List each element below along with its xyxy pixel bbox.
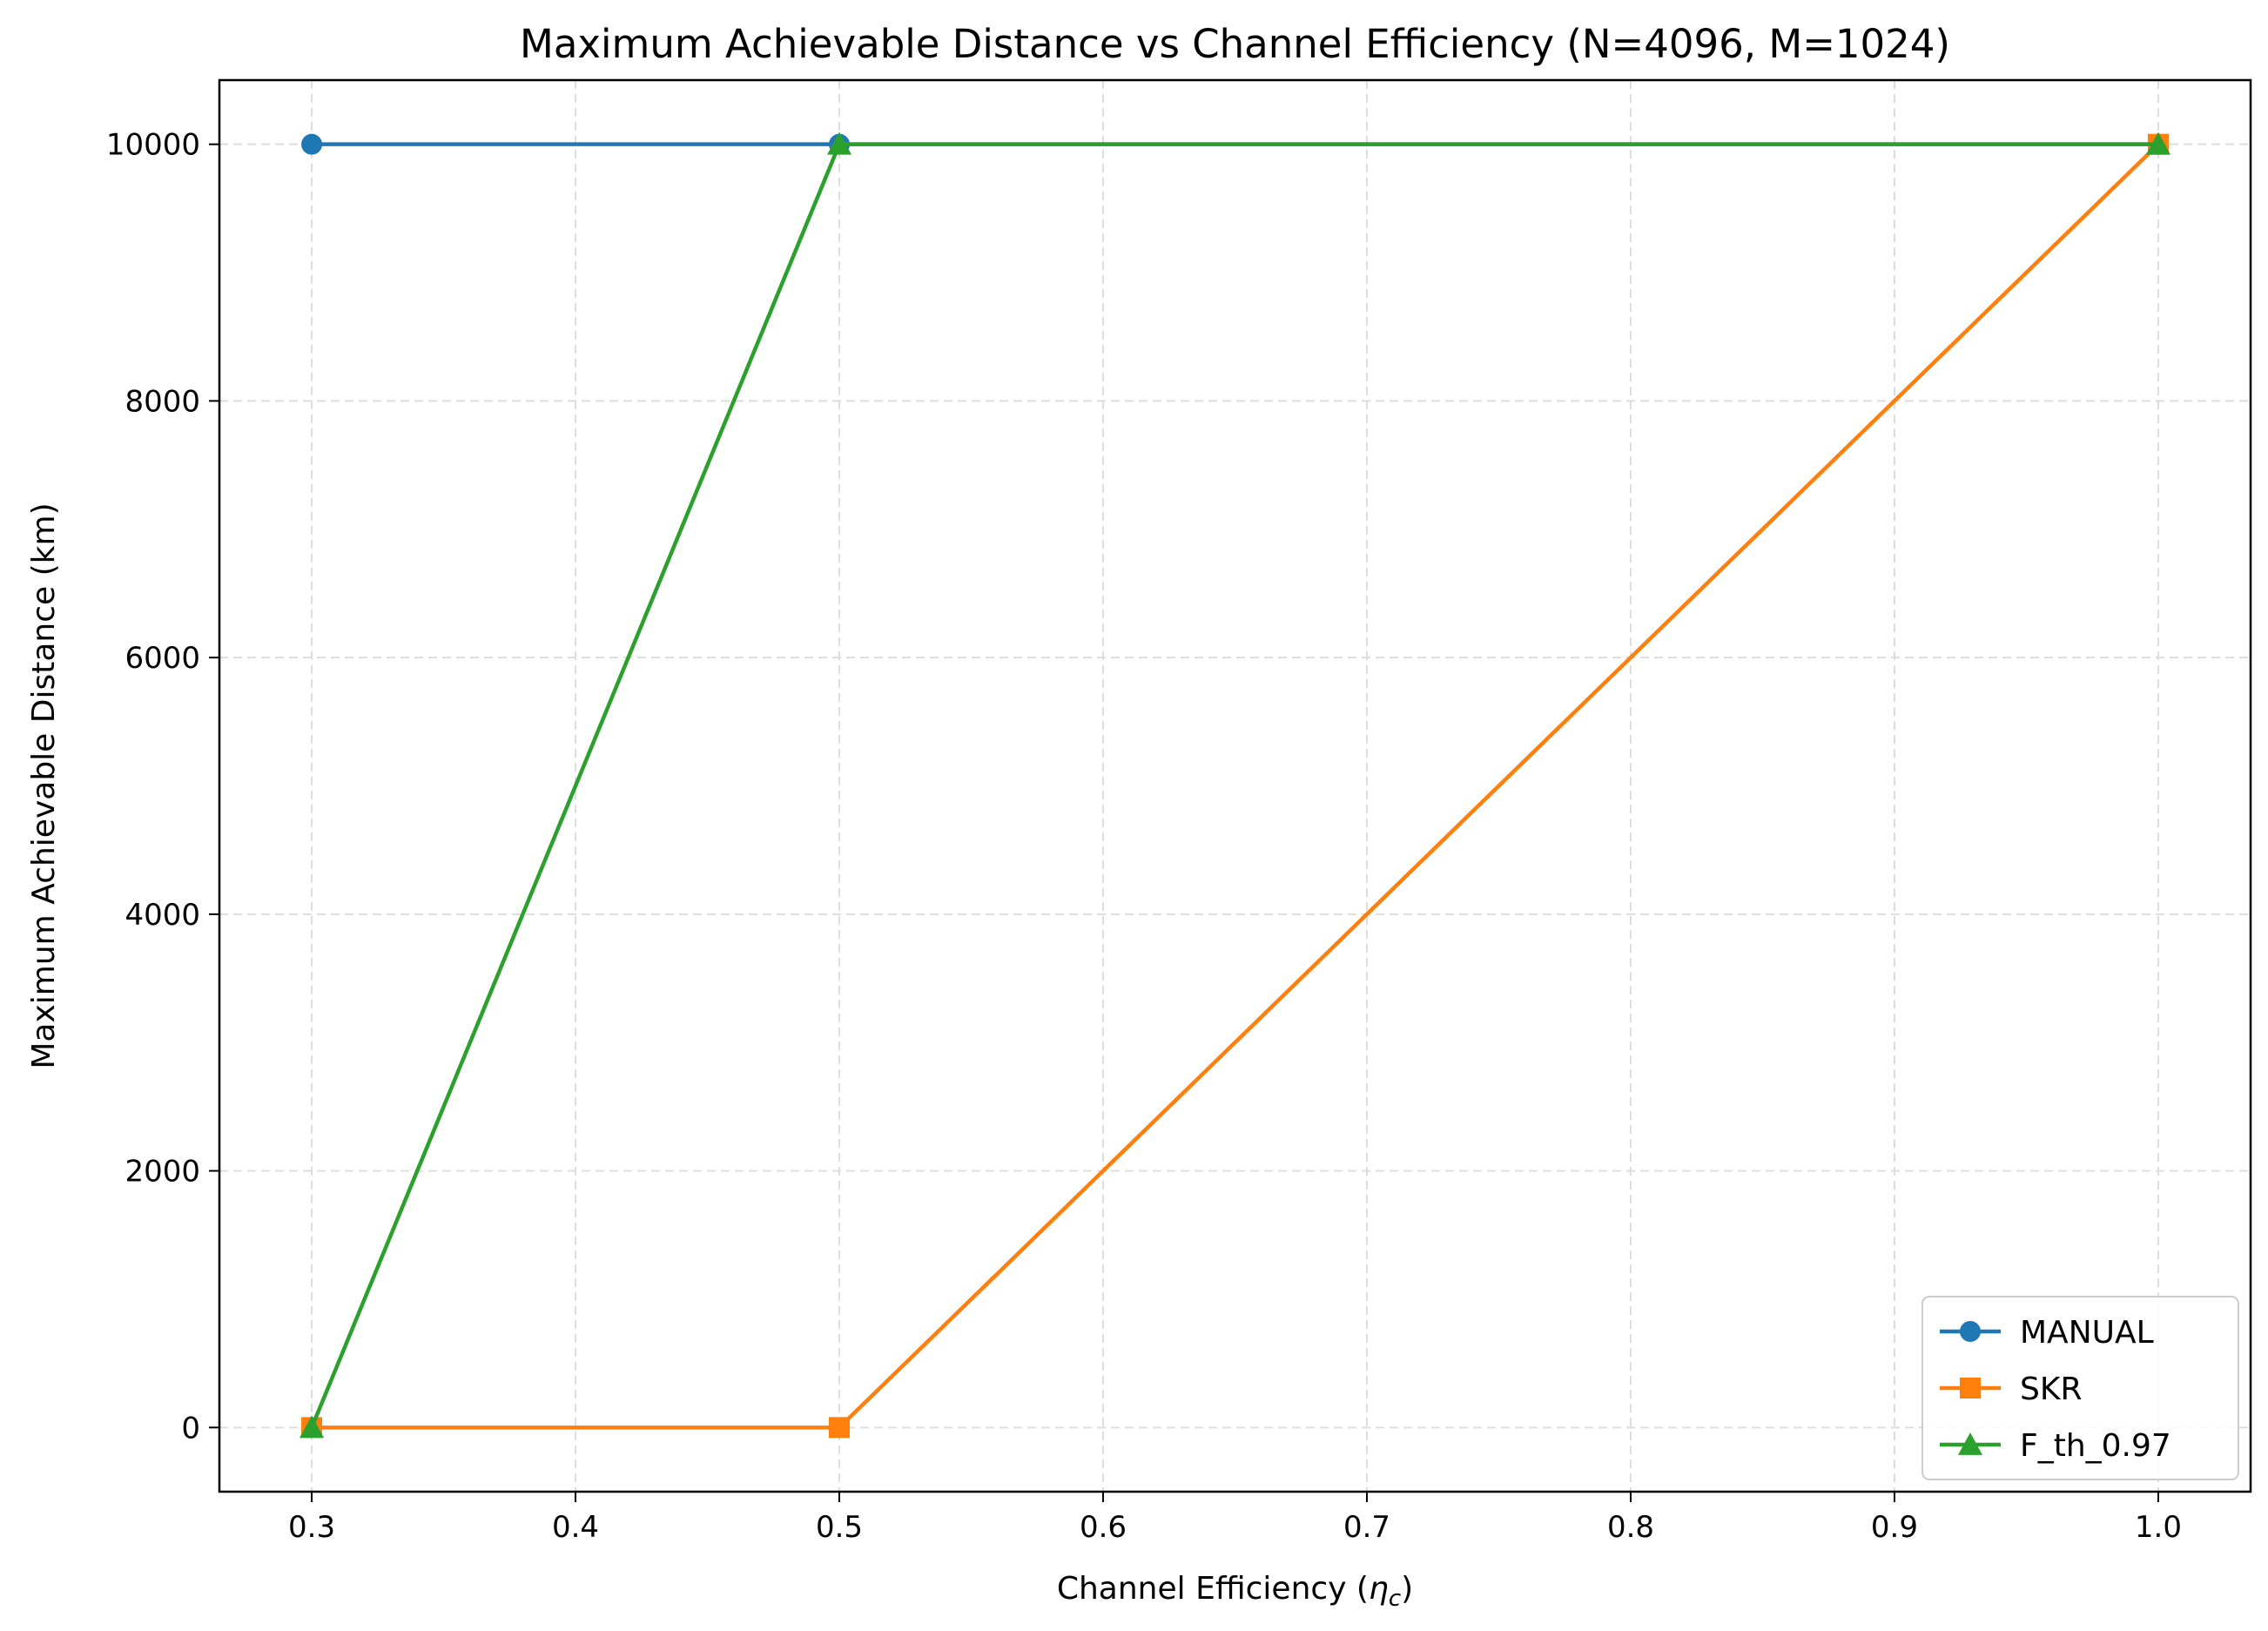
x-tick-label: 0.4	[552, 1510, 599, 1545]
y-tick-label: 6000	[125, 641, 200, 676]
x-tick-label: 1.0	[2135, 1510, 2182, 1545]
x-axis-label-text: Channel Efficiency (	[1057, 1571, 1369, 1607]
chart-title: Maximum Achievable Distance vs Channel E…	[520, 21, 1950, 67]
legend-marker	[1958, 1432, 1982, 1455]
data-point-f-th-0-97	[2145, 131, 2170, 155]
x-axis-label-symbol: η	[1369, 1571, 1389, 1607]
axis-ticks: 0.3 0.4 0.5 0.6 0.7 0.8 0.9 1.0 0 2000 4000 6000 800…	[106, 128, 2182, 1545]
plot-frame	[218, 78, 2252, 1493]
y-tick-label: 8000	[125, 384, 200, 419]
grid	[219, 80, 2251, 1492]
series-layer	[299, 131, 2170, 1439]
legend-label: F_th_0.97	[2020, 1428, 2171, 1464]
x-tick-label: 0.7	[1343, 1510, 1390, 1545]
x-tick-label: 0.9	[1871, 1510, 1918, 1545]
legend-item-skr: SKR	[1940, 1372, 2082, 1407]
legend-label: MANUAL	[2020, 1315, 2154, 1351]
legend-marker	[1960, 1378, 1981, 1398]
y-tick-label: 4000	[125, 898, 200, 933]
y-tick-label: 0	[181, 1411, 200, 1446]
x-tick-label: 0.5	[816, 1510, 863, 1545]
legend: MANUAL SKR F_th_0.97	[1921, 1296, 2239, 1480]
x-tick-label: 0.8	[1607, 1510, 1654, 1545]
x-tick-label: 0.6	[1080, 1510, 1127, 1545]
data-point-skr	[829, 1417, 851, 1439]
legend-item-manual: MANUAL	[1940, 1315, 2154, 1351]
legend-box	[1921, 1296, 2239, 1480]
data-point-f-th-0-97	[827, 131, 852, 155]
y-axis-label: Maximum Achievable Distance (km)	[26, 502, 62, 1068]
data-point-f-th-0-97	[299, 1415, 325, 1439]
data-point-manual	[301, 133, 323, 155]
legend-item-f-th-0-97: F_th_0.97	[1940, 1428, 2171, 1464]
legend-marker	[1960, 1321, 1981, 1342]
x-axis-label-subscript: c	[1389, 1586, 1401, 1612]
x-axis-label: Channel Efficiency (ηc)	[1057, 1571, 1413, 1612]
y-tick-label: 2000	[125, 1155, 200, 1190]
series-f-th-0-97	[299, 131, 2170, 1439]
y-tick-label: 10000	[106, 128, 200, 163]
legend-label: SKR	[2020, 1372, 2082, 1407]
x-axis-label-close: )	[1401, 1571, 1413, 1607]
x-tick-label: 0.3	[288, 1510, 335, 1545]
